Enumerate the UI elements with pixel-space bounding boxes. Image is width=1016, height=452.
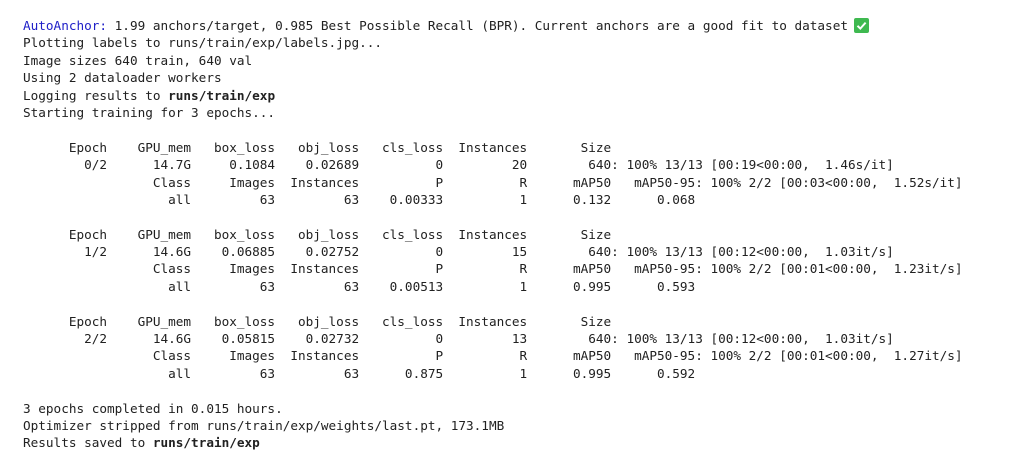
epoch-row: Class Images Instances P R mAP50 mAP50-9… <box>23 261 963 277</box>
epoch-row: Class Images Instances P R mAP50 mAP50-9… <box>23 348 963 364</box>
console-output: AutoAnchor: 1.99 anchors/target, 0.985 B… <box>23 17 963 452</box>
epoch-row: all 63 63 0.875 1 0.995 0.592 <box>23 365 696 381</box>
epoch-row: 2/2 14.6G 0.05815 0.02732 0 13 640: 100%… <box>23 331 894 347</box>
logging-text: Logging results to <box>23 87 161 103</box>
log-line: Logging results to runs/train/exp <box>23 87 963 104</box>
blank-line <box>23 295 963 312</box>
log-line: Results saved to runs/train/exp <box>23 434 963 451</box>
results-path: runs/train/exp <box>152 435 260 451</box>
log-line: AutoAnchor: 1.99 anchors/target, 0.985 B… <box>23 17 963 34</box>
blank-line <box>23 382 963 399</box>
epoch-row: 1/2 14.6G 0.06885 0.02752 0 15 640: 100%… <box>23 244 894 260</box>
anchor-text: 1.99 anchors/target, 0.985 Best Possible… <box>114 18 848 33</box>
check-icon <box>853 18 869 33</box>
epoch-row: all 63 63 0.00333 1 0.132 0.068 <box>23 191 696 207</box>
blank-line <box>23 208 963 225</box>
epoch-row: Class Images Instances P R mAP50 mAP50-9… <box>23 174 963 190</box>
log-line: Using 2 dataloader workers <box>23 70 222 86</box>
epoch-row: Epoch GPU_mem box_loss obj_loss cls_loss… <box>23 139 612 155</box>
log-line: Starting training for 3 epochs... <box>23 104 276 120</box>
epoch-row: all 63 63 0.00513 1 0.995 0.593 <box>23 278 696 294</box>
blank-line <box>23 121 963 138</box>
results-text: Results saved to <box>23 435 146 451</box>
log-line: Plotting labels to runs/train/exp/labels… <box>23 35 383 51</box>
log-line: 3 epochs completed in 0.015 hours. <box>23 400 283 416</box>
epoch-row: Epoch GPU_mem box_loss obj_loss cls_loss… <box>23 226 612 242</box>
epoch-row: Epoch GPU_mem box_loss obj_loss cls_loss… <box>23 313 612 329</box>
anchor-label: AutoAnchor: <box>23 18 108 33</box>
logging-path: runs/train/exp <box>168 87 276 103</box>
log-line: Optimizer stripped from runs/train/exp/w… <box>23 417 505 433</box>
log-line: Image sizes 640 train, 640 val <box>23 52 253 68</box>
epochs: Epoch GPU_mem box_loss obj_loss cls_loss… <box>23 121 963 382</box>
epoch-row: 0/2 14.7G 0.1084 0.02689 0 20 640: 100% … <box>23 157 894 173</box>
